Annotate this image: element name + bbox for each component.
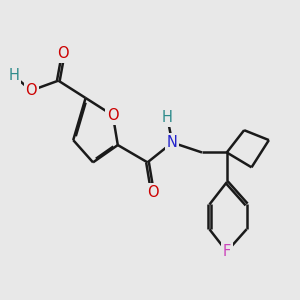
Text: O: O [147,184,158,200]
Text: F: F [223,244,231,259]
Text: H: H [162,110,173,125]
Text: H: H [8,68,19,83]
Text: N: N [167,135,178,150]
Text: O: O [58,46,69,61]
Text: O: O [107,108,119,123]
Text: O: O [25,83,37,98]
